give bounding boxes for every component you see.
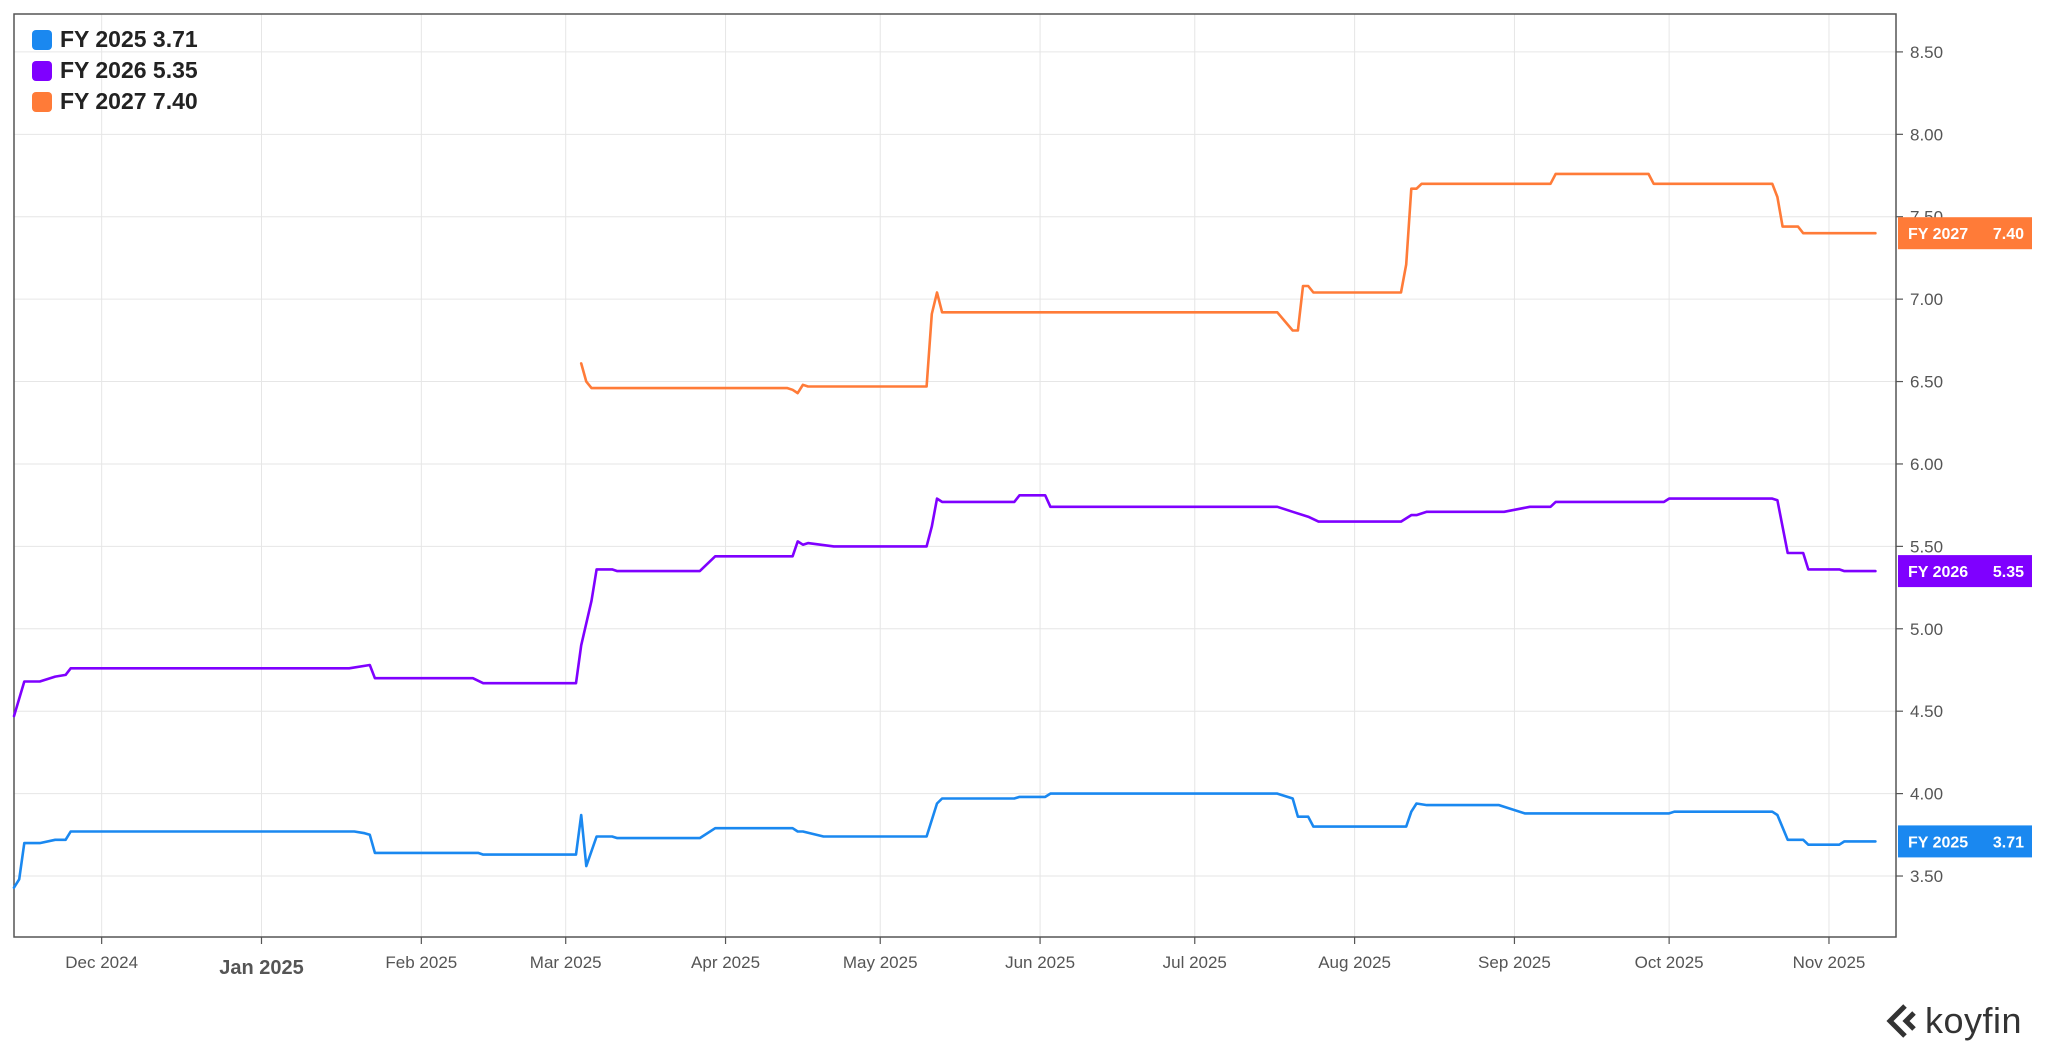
legend-item-fy2027[interactable]: FY 2027 7.40 — [32, 86, 198, 117]
x-tick-label: Jun 2025 — [1005, 953, 1075, 972]
y-tick-label: 6.00 — [1910, 455, 1943, 474]
end-label-box — [1898, 825, 2032, 858]
end-label-name: FY 2026 — [1908, 564, 1968, 581]
end-label-name: FY 2025 — [1908, 834, 1968, 851]
legend-swatch-fy2026 — [32, 60, 52, 81]
x-tick-label: May 2025 — [843, 953, 918, 972]
y-axis: 3.504.004.505.005.506.006.507.007.508.00… — [1896, 43, 1943, 886]
y-tick-label: 4.00 — [1910, 785, 1943, 804]
series-line-fy2027 — [579, 172, 1877, 395]
legend-swatch-fy2027 — [32, 91, 52, 112]
end-label-value: 5.35 — [1993, 564, 2024, 581]
legend-label-fy2026: FY 2026 5.35 — [60, 57, 198, 83]
y-tick-label: 8.50 — [1910, 43, 1943, 62]
y-tick-label: 3.50 — [1910, 867, 1943, 886]
y-tick-label: 7.00 — [1910, 290, 1943, 309]
x-axis: Dec 2024 Jan 2025 Feb 2025 Mar 2025 Apr 2025… — [65, 937, 1865, 979]
y-tick-label: 8.00 — [1910, 125, 1943, 144]
y-tick-label: 4.50 — [1910, 702, 1943, 721]
series-line-fy2025 — [12, 792, 1877, 889]
series-line-fy2026 — [12, 494, 1877, 718]
x-tick-label: Dec 2024 — [65, 953, 138, 972]
x-tick-label: Aug 2025 — [1318, 953, 1391, 972]
end-labels: FY 2025 3.71 FY 2026 5.35 FY 2027 7.40 — [1898, 217, 2032, 858]
x-tick-label: Oct 2025 — [1635, 953, 1704, 972]
series-lines — [12, 172, 1877, 889]
x-tick-label: Mar 2025 — [530, 953, 602, 972]
legend-label-fy2027: FY 2027 7.40 — [60, 88, 198, 114]
legend-item-fy2026[interactable]: FY 2026 5.35 — [32, 55, 198, 86]
x-tick-label: Apr 2025 — [691, 953, 760, 972]
legend-swatch-fy2025 — [32, 29, 52, 50]
end-label-fy2026: FY 2026 5.35 — [1898, 555, 2032, 588]
legend-item-fy2025[interactable]: FY 2025 3.71 — [32, 24, 198, 55]
y-tick-label: 6.50 — [1910, 373, 1943, 392]
end-label-value: 3.71 — [1993, 834, 2024, 851]
end-label-value: 7.40 — [1993, 226, 2024, 243]
plot-frame — [13, 13, 1897, 938]
x-tick-label: Feb 2025 — [385, 953, 457, 972]
koyfin-logo-icon — [1886, 1004, 1916, 1038]
legend: FY 2025 3.71 FY 2026 5.35 FY 2027 7.40 — [32, 24, 198, 117]
grid — [14, 14, 1896, 937]
koyfin-brand[interactable]: koyfin — [1885, 1000, 2022, 1042]
end-label-box — [1898, 217, 2032, 250]
x-tick-label: Sep 2025 — [1478, 953, 1551, 972]
x-tick-label: Nov 2025 — [1793, 953, 1866, 972]
x-tick-label: Jan 2025 — [219, 957, 304, 979]
y-tick-label: 5.50 — [1910, 537, 1943, 556]
x-tick-label: Jul 2025 — [1163, 953, 1227, 972]
brand-name: koyfin — [1924, 1000, 2022, 1041]
end-label-fy2025: FY 2025 3.71 — [1898, 825, 2032, 858]
end-label-box — [1898, 555, 2032, 588]
legend-label-fy2025: FY 2025 3.71 — [60, 26, 198, 52]
end-label-name: FY 2027 — [1908, 226, 1968, 243]
y-tick-label: 5.00 — [1910, 620, 1943, 639]
end-label-fy2027: FY 2027 7.40 — [1898, 217, 2032, 250]
